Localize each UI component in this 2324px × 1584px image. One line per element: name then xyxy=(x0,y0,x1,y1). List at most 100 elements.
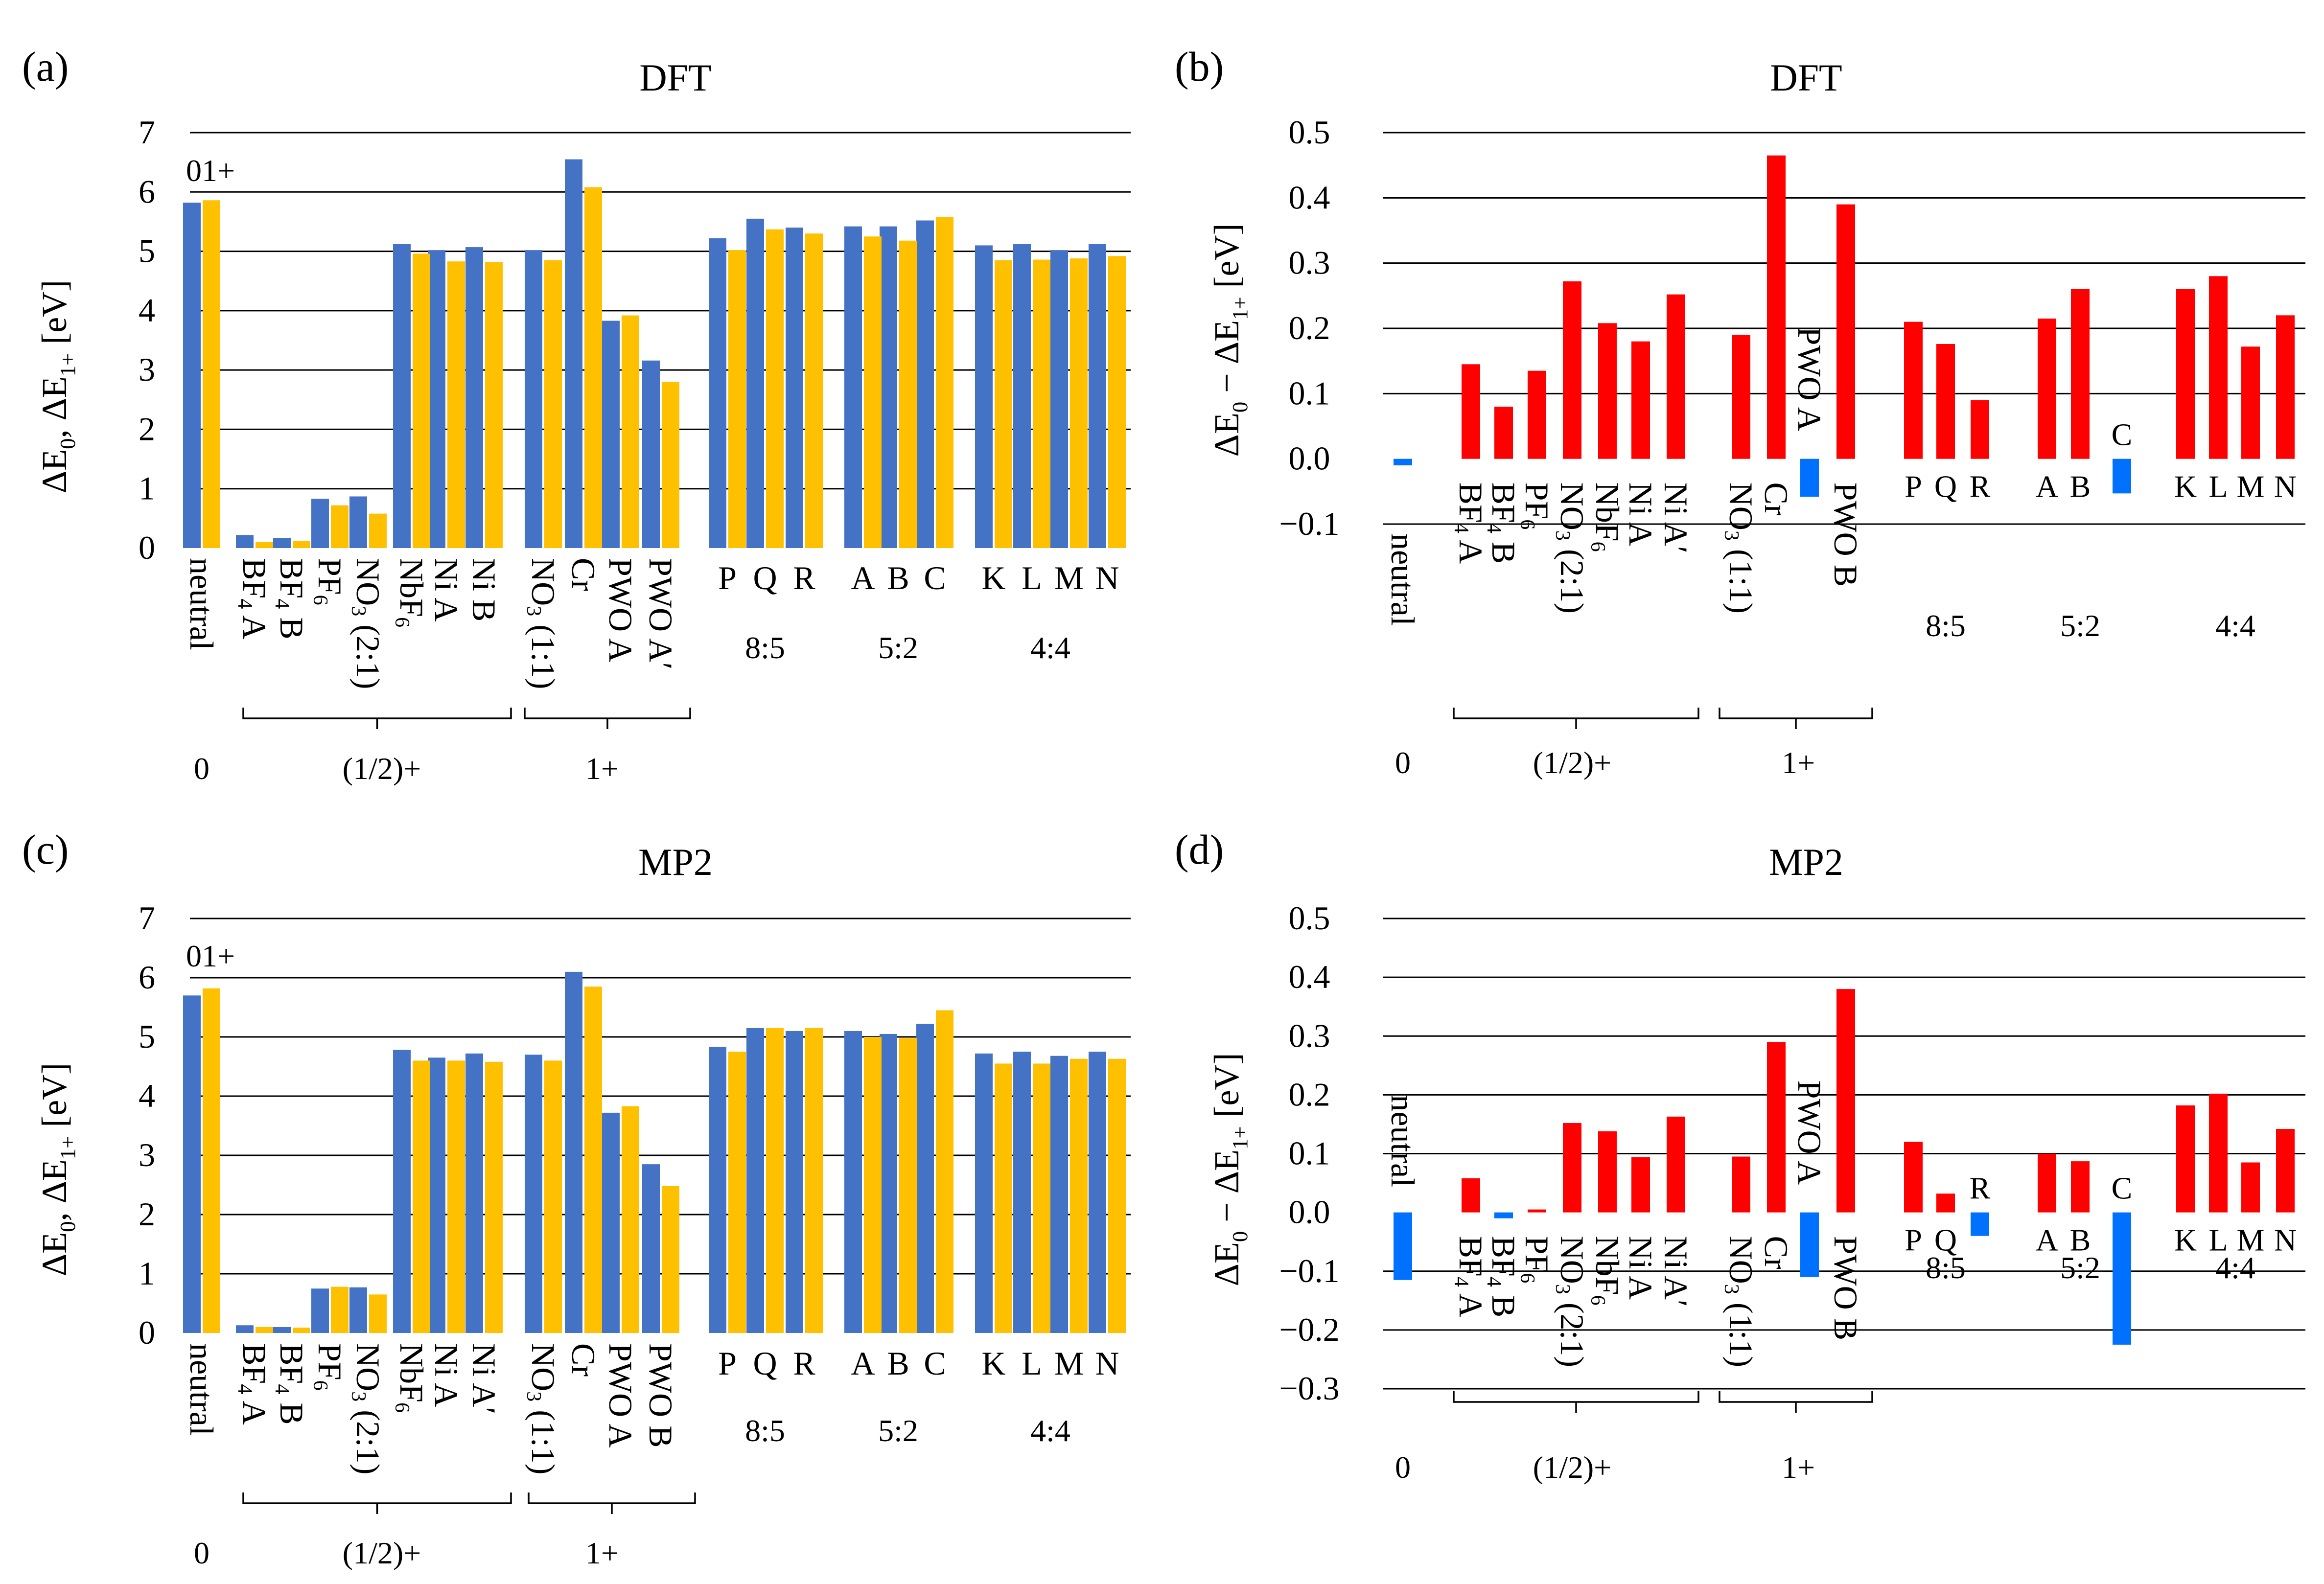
bar-dE0 xyxy=(880,1033,897,1333)
group-label: 1+ xyxy=(1782,745,1815,780)
bar-dE0 xyxy=(844,226,862,548)
x-tick-label: NO3 (1:1) xyxy=(1720,482,1760,614)
x-tick-label: PF6 xyxy=(1516,1236,1556,1284)
y-tick-label: 1 xyxy=(139,470,155,507)
bar-dE1 xyxy=(203,200,220,548)
y-tick-label: 0.0 xyxy=(1289,440,1330,477)
x-tick-label: NO3 (1:1) xyxy=(1720,1236,1760,1367)
bar-dE1 xyxy=(331,505,349,548)
y-tick-label: 7 xyxy=(139,899,155,937)
x-tick-label: R xyxy=(793,1345,815,1382)
panel-b: (b) DFT −0.1 0.0 0.1 0.2 0.3 0.4 0.5 ΔE0 − ΔE1+ [… xyxy=(1175,43,2305,780)
bar-dE1 xyxy=(728,250,746,548)
bar-dE1 xyxy=(728,1052,746,1333)
y-tick-label: 0.4 xyxy=(1289,958,1330,995)
bar-dE1 xyxy=(766,1028,784,1333)
bar-dE0 xyxy=(236,1325,254,1333)
diff-bar xyxy=(1732,335,1750,459)
x-tick-label: PWO A xyxy=(1791,1080,1828,1185)
bar-dE1 xyxy=(936,217,953,548)
diff-bar xyxy=(1528,370,1546,459)
y-tick-label: 0.3 xyxy=(1289,244,1330,281)
y-tick-label: 6 xyxy=(139,959,155,996)
diff-bar xyxy=(2276,315,2295,459)
bar-dE0 xyxy=(786,1031,803,1333)
diff-bar xyxy=(1904,321,1923,459)
diff-bar xyxy=(2113,1212,2131,1345)
panel-label: (a) xyxy=(22,43,69,90)
group-label: (1/2)+ xyxy=(343,1536,421,1570)
diff-bar xyxy=(1667,294,1685,459)
group-label: (1/2)+ xyxy=(343,751,421,786)
bar-dE0 xyxy=(975,1053,993,1333)
x-tick-label: Q xyxy=(753,559,777,597)
bar-dE0 xyxy=(183,995,201,1333)
bar-dE1 xyxy=(413,253,430,548)
diff-bar xyxy=(1667,1116,1685,1213)
bar-dE1 xyxy=(584,187,602,548)
x-tick-label: M xyxy=(1054,559,1084,597)
bar-dE0 xyxy=(844,1031,862,1333)
ratio-label: 8:5 xyxy=(745,630,785,665)
x-tick-label: NbF6 xyxy=(1586,1236,1626,1306)
x-tick-label: BF4 B xyxy=(1483,482,1522,564)
bar-dE1 xyxy=(622,315,639,548)
bar-dE0 xyxy=(525,250,542,548)
x-tick-label: K xyxy=(981,559,1005,597)
bar-dE1 xyxy=(369,513,387,548)
diff-bar xyxy=(1494,1212,1513,1218)
x-tick-label: BF4 B xyxy=(271,1343,310,1425)
y-axis-label: ΔE0, ΔE1+ [eV] xyxy=(35,280,80,493)
diff-bar xyxy=(1971,400,1989,459)
x-tick-label: BF4 B xyxy=(1483,1236,1522,1318)
diff-bar xyxy=(1631,341,1650,459)
bar-dE1 xyxy=(293,541,310,548)
bar-dE1 xyxy=(584,987,602,1333)
bar-dE0 xyxy=(746,1028,764,1333)
bar-dE0 xyxy=(428,250,445,548)
x-tick-label: BF4 A xyxy=(233,558,273,640)
diff-bar xyxy=(1732,1156,1750,1213)
x-tick-label: M xyxy=(2237,469,2265,504)
ratio-label: 4:4 xyxy=(1030,630,1070,665)
x-tick-label: Cr xyxy=(565,558,602,591)
x-tick-label: N xyxy=(2274,469,2297,504)
y-tick-label: 0.3 xyxy=(1289,1017,1330,1054)
x-tick-label: L xyxy=(2208,1223,2228,1258)
y-tick-label: 0.1 xyxy=(1289,374,1330,412)
diff-bar xyxy=(2038,319,2056,459)
bar-dE0 xyxy=(1013,1052,1031,1333)
bar-dE1 xyxy=(485,1061,503,1333)
diff-bar xyxy=(1462,1178,1480,1213)
bar-dE1 xyxy=(331,1286,349,1333)
group-label: 0 xyxy=(194,751,209,786)
bar-dE0 xyxy=(428,1057,445,1333)
group-label: 0 xyxy=(1395,1450,1411,1485)
ratio-label: 5:2 xyxy=(878,1413,918,1448)
group-bracket xyxy=(1719,708,1873,729)
x-tick-label: A xyxy=(851,1345,875,1382)
bar-dE1 xyxy=(447,261,465,548)
bar-dE1 xyxy=(544,1060,562,1333)
diff-bar xyxy=(2176,1105,2195,1213)
annotation-label: 01+ xyxy=(186,153,235,188)
x-tick-label: N xyxy=(2274,1223,2297,1258)
bar-dE0 xyxy=(916,1024,934,1333)
bar-dE0 xyxy=(602,1112,620,1333)
bar-dE1 xyxy=(662,382,679,548)
x-tick-label: R xyxy=(1970,1171,1991,1206)
bar-dE0 xyxy=(465,1053,483,1333)
x-tick-label: A xyxy=(2036,469,2058,504)
x-tick-label: Ni A xyxy=(428,558,465,621)
bar-dE0 xyxy=(393,1050,411,1333)
group-bracket xyxy=(242,1492,512,1514)
y-tick-label: 0.4 xyxy=(1289,179,1330,216)
group-label: 1+ xyxy=(585,1536,619,1570)
annotation-label: 01+ xyxy=(186,939,235,973)
group-bracket xyxy=(1453,708,1699,729)
x-tick-label: Q xyxy=(753,1345,777,1382)
x-tick-label: neutral xyxy=(1384,533,1421,626)
y-tick-label: 0.2 xyxy=(1289,309,1330,346)
diff-bar xyxy=(1904,1142,1923,1213)
